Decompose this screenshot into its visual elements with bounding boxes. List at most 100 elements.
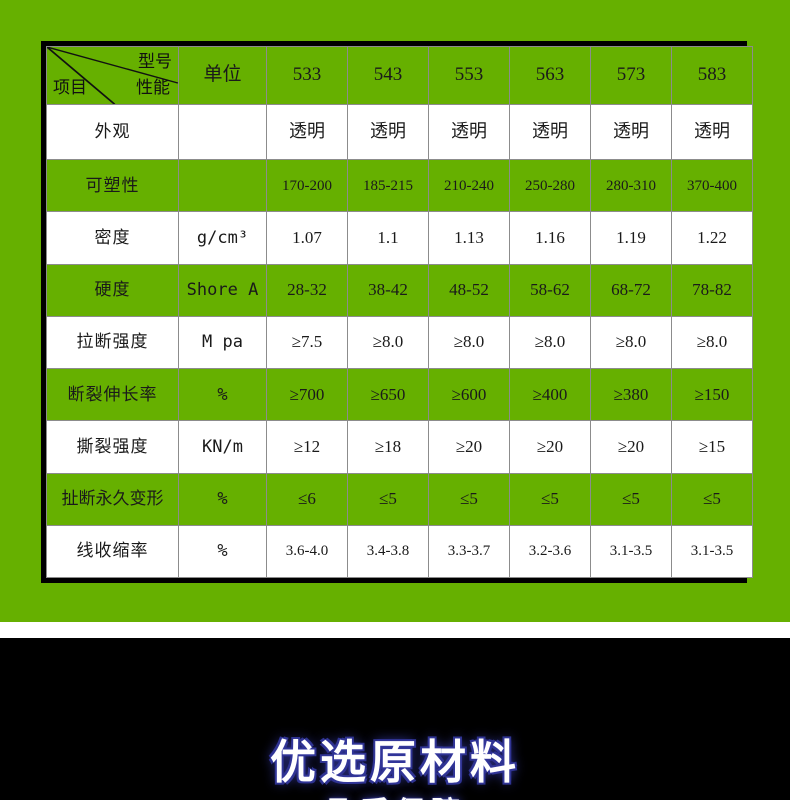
row-value-cell: 透明 bbox=[428, 104, 510, 161]
row-unit-cell: % bbox=[178, 368, 267, 422]
row-value-cell: ≥400 bbox=[509, 368, 591, 422]
row-label-cell: 密度 bbox=[46, 211, 179, 265]
row-value-cell: 1.19 bbox=[590, 211, 672, 265]
row-value-cell: 3.1-3.5 bbox=[590, 524, 672, 579]
corner-diagonal-lines bbox=[47, 47, 178, 105]
row-value-cell: ≥20 bbox=[590, 420, 672, 474]
row-value-cell: 透明 bbox=[590, 104, 672, 161]
black-banner-section: 优选原材料 品质保障 bbox=[0, 638, 790, 800]
row-unit-cell: KN/m bbox=[178, 420, 267, 474]
row-label-cell: 外观 bbox=[46, 104, 179, 161]
row-value-cell: 170-200 bbox=[266, 159, 348, 213]
row-unit-cell: Shore A bbox=[178, 263, 267, 317]
unit-header-cell: 单位 bbox=[178, 45, 267, 106]
row-value-cell: ≤5 bbox=[428, 472, 510, 526]
row-value-cell: ≥700 bbox=[266, 368, 348, 422]
row-label-cell: 断裂伸长率 bbox=[46, 368, 179, 422]
row-value-cell: ≤5 bbox=[590, 472, 672, 526]
row-value-cell: 3.4-3.8 bbox=[347, 524, 429, 579]
row-value-cell: 250-280 bbox=[509, 159, 591, 213]
banner-subtitle: 品质保障 bbox=[0, 788, 790, 800]
row-value-cell: ≤5 bbox=[347, 472, 429, 526]
row-value-cell: 1.1 bbox=[347, 211, 429, 265]
row-value-cell: 透明 bbox=[509, 104, 591, 161]
table-row: 撕裂强度 KN/m ≥12 ≥18 ≥20 ≥20 ≥20 ≥15 bbox=[46, 420, 753, 474]
table-row: 密度 g/cm³ 1.07 1.1 1.13 1.16 1.19 1.22 bbox=[46, 211, 753, 265]
table-row: 线收缩率% 3.6-4.0 3.4-3.8 3.3-3.7 3.2-3.6 3.1-3.5… bbox=[46, 524, 753, 579]
green-background-panel: 型号 性能 项目 单位 533 543 553 563 573 583 外观 透明 透明 透明 透明 透明 透明… bbox=[0, 0, 790, 622]
row-value-cell: ≥600 bbox=[428, 368, 510, 422]
table-row: 硬度 Shore A 28-32 38-42 48-52 58-62 68-72 78-82 bbox=[46, 263, 753, 317]
row-label-cell: 扯断永久变形 bbox=[46, 472, 179, 526]
corner-label-model: 型号 bbox=[138, 52, 172, 71]
table-row: 扯断永久变形% ≤6 ≤5 ≤5 ≤5 ≤5 ≤5 bbox=[46, 472, 753, 526]
row-value-cell: 185-215 bbox=[347, 159, 429, 213]
row-unit-cell: % bbox=[178, 472, 267, 526]
row-value-cell: 1.13 bbox=[428, 211, 510, 265]
table-row: 外观 透明 透明 透明 透明 透明 透明 bbox=[46, 104, 753, 161]
row-value-cell: ≥7.5 bbox=[266, 315, 348, 370]
row-value-cell: ≥650 bbox=[347, 368, 429, 422]
row-value-cell: ≥20 bbox=[428, 420, 510, 474]
model-header-cell-573: 573 bbox=[590, 45, 672, 106]
row-value-cell: 1.22 bbox=[671, 211, 753, 265]
row-value-cell: ≤5 bbox=[509, 472, 591, 526]
row-label-cell: 可塑性 bbox=[46, 159, 179, 213]
row-value-cell: 280-310 bbox=[590, 159, 672, 213]
row-value-cell: ≥8.0 bbox=[590, 315, 672, 370]
row-value-cell: 58-62 bbox=[509, 263, 591, 317]
model-header-cell-553: 553 bbox=[428, 45, 510, 106]
model-header-cell-583: 583 bbox=[671, 45, 753, 106]
table-row: 拉断强度 M pa ≥7.5 ≥8.0 ≥8.0 ≥8.0 ≥8.0 ≥8.0 bbox=[46, 315, 753, 370]
row-value-cell: ≥15 bbox=[671, 420, 753, 474]
row-value-cell: 48-52 bbox=[428, 263, 510, 317]
row-value-cell: 透明 bbox=[266, 104, 348, 161]
row-value-cell: ≥20 bbox=[509, 420, 591, 474]
spec-table-container: 型号 性能 项目 单位 533 543 553 563 573 583 外观 透明 透明 透明 透明 透明 透明… bbox=[41, 41, 753, 583]
row-unit-cell bbox=[178, 159, 267, 213]
row-value-cell: ≥380 bbox=[590, 368, 672, 422]
row-unit-cell: g/cm³ bbox=[178, 211, 267, 265]
corner-label-project: 项目 bbox=[53, 77, 87, 97]
table-header-row: 型号性能 项目 单位 533 543 553 563 573 583 bbox=[46, 45, 753, 106]
row-value-cell: ≥150 bbox=[671, 368, 753, 422]
table-row: 可塑性 170-200 185-215 210-240 250-280 280-310 37… bbox=[46, 159, 753, 213]
row-value-cell: 3.2-3.6 bbox=[509, 524, 591, 579]
row-value-cell: 3.1-3.5 bbox=[671, 524, 753, 579]
model-header-cell-543: 543 bbox=[347, 45, 429, 106]
model-header-cell-563: 563 bbox=[509, 45, 591, 106]
model-header-cell-533: 533 bbox=[266, 45, 348, 106]
row-value-cell: ≥8.0 bbox=[347, 315, 429, 370]
row-value-cell: ≤6 bbox=[266, 472, 348, 526]
row-unit-cell: M pa bbox=[178, 315, 267, 370]
row-value-cell: ≥12 bbox=[266, 420, 348, 474]
row-value-cell: 3.3-3.7 bbox=[428, 524, 510, 579]
row-value-cell: 68-72 bbox=[590, 263, 672, 317]
row-value-cell: 1.07 bbox=[266, 211, 348, 265]
table-row: 断裂伸长率% ≥700 ≥650 ≥600 ≥400 ≥380 ≥150 bbox=[46, 368, 753, 422]
row-value-cell: 38-42 bbox=[347, 263, 429, 317]
row-value-cell: 透明 bbox=[671, 104, 753, 161]
row-value-cell: 1.16 bbox=[509, 211, 591, 265]
row-value-cell: ≥8.0 bbox=[509, 315, 591, 370]
specification-table: 型号 性能 项目 单位 533 543 553 563 573 583 外观 透明 透明 透明 透明 透明 透明… bbox=[46, 45, 753, 579]
row-label-cell: 线收缩率 bbox=[46, 524, 179, 579]
row-value-cell: 3.6-4.0 bbox=[266, 524, 348, 579]
row-value-cell: ≥8.0 bbox=[428, 315, 510, 370]
row-value-cell: 370-400 bbox=[671, 159, 753, 213]
row-value-cell: ≥8.0 bbox=[671, 315, 753, 370]
corner-label-performance: 性能 bbox=[136, 77, 170, 97]
row-value-cell: 78-82 bbox=[671, 263, 753, 317]
corner-header-cell: 型号性能 项目 bbox=[46, 45, 179, 106]
row-label-cell: 硬度 bbox=[46, 263, 179, 317]
row-value-cell: 28-32 bbox=[266, 263, 348, 317]
row-value-cell: 透明 bbox=[347, 104, 429, 161]
row-value-cell: ≥18 bbox=[347, 420, 429, 474]
row-label-cell: 拉断强度 bbox=[46, 315, 179, 370]
row-value-cell: ≤5 bbox=[671, 472, 753, 526]
row-label-cell: 撕裂强度 bbox=[46, 420, 179, 474]
banner-title: 优选原材料 bbox=[270, 735, 520, 789]
white-separator-band bbox=[0, 622, 790, 638]
row-unit-cell bbox=[178, 104, 267, 161]
row-value-cell: 210-240 bbox=[428, 159, 510, 213]
